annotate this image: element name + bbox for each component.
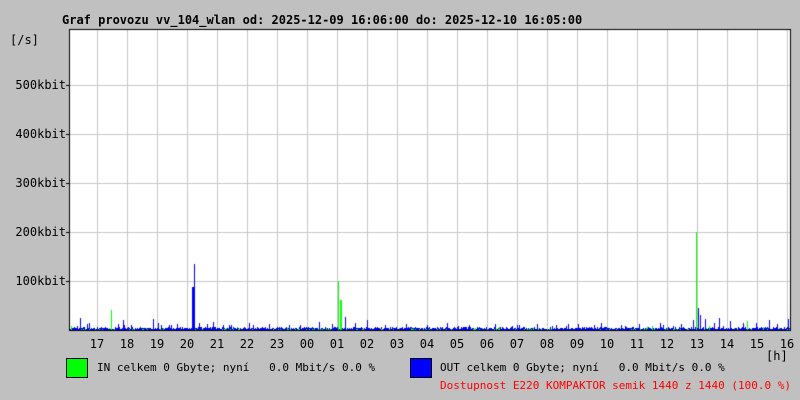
x-axis-tick-label: 16 bbox=[779, 337, 795, 351]
x-axis-tick-label: 21 bbox=[209, 337, 225, 351]
x-axis-tick-label: 14 bbox=[719, 337, 735, 351]
x-axis-tick-label: 18 bbox=[119, 337, 135, 351]
y-axis-tick-label: 500kbit bbox=[15, 78, 66, 92]
x-axis-tick-label: 00 bbox=[299, 337, 315, 351]
x-axis-tick-label: 05 bbox=[449, 337, 465, 351]
y-axis-tick-label: 400kbit bbox=[15, 127, 66, 141]
x-axis-tick-label: 01 bbox=[329, 337, 345, 351]
x-axis-tick-label: 17 bbox=[89, 337, 105, 351]
x-axis-tick-label: 11 bbox=[629, 337, 645, 351]
y-axis-tick-label: 300kbit bbox=[15, 176, 66, 190]
x-axis-tick-label: 23 bbox=[269, 337, 285, 351]
in-legend-label: IN celkem 0 Gbyte; nyní 0.0 Mbit/s 0.0 % bbox=[97, 361, 376, 374]
x-axis-tick-label: 08 bbox=[539, 337, 555, 351]
x-axis-tick-label: 20 bbox=[179, 337, 195, 351]
availability-status-text: Dostupnost E220 KOMPAKTOR semik 1440 z 1… bbox=[440, 379, 791, 392]
x-axis-tick-label: 03 bbox=[389, 337, 405, 351]
x-axis-tick-label: 10 bbox=[599, 337, 615, 351]
x-axis-tick-label: 12 bbox=[659, 337, 675, 351]
in-legend-swatch bbox=[66, 358, 88, 378]
x-axis-unit-label: [h] bbox=[766, 349, 788, 363]
traffic-plot-canvas bbox=[64, 26, 794, 336]
page-title: Graf provozu vv_104_wlan od: 2025-12-09 … bbox=[62, 13, 583, 27]
y-axis-tick-label: 200kbit bbox=[15, 225, 66, 239]
x-axis-tick-label: 02 bbox=[359, 337, 375, 351]
out-legend-swatch bbox=[410, 358, 432, 378]
y-axis-unit-label: [/s] bbox=[10, 33, 39, 47]
y-axis-tick-label: 100kbit bbox=[15, 274, 66, 288]
out-legend-label: OUT celkem 0 Gbyte; nyní 0.0 Mbit/s 0.0 … bbox=[440, 361, 725, 374]
x-axis-tick-label: 06 bbox=[479, 337, 495, 351]
x-axis-tick-label: 04 bbox=[419, 337, 435, 351]
x-axis-tick-label: 22 bbox=[239, 337, 255, 351]
x-axis-tick-label: 13 bbox=[689, 337, 705, 351]
x-axis-tick-label: 15 bbox=[749, 337, 765, 351]
x-axis-tick-label: 07 bbox=[509, 337, 525, 351]
x-axis-tick-label: 09 bbox=[569, 337, 585, 351]
x-axis-tick-label: 19 bbox=[149, 337, 165, 351]
